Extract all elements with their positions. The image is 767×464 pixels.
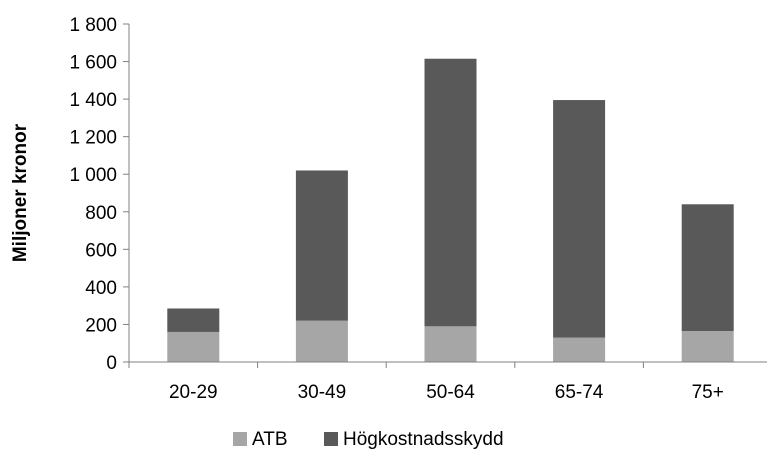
y-axis-title: Miljoner kronor [10, 123, 31, 262]
bar-atb [295, 320, 348, 362]
y-tick-label: 600 [85, 240, 117, 261]
bar-hogkostnadsskydd [553, 100, 606, 338]
bars [167, 58, 734, 362]
x-tick-label: 50-64 [426, 382, 475, 403]
legend-swatch [324, 432, 338, 446]
x-tick-label: 20-29 [169, 382, 218, 403]
y-tick-label: 1 200 [69, 128, 117, 149]
bar-atb [553, 337, 606, 362]
y-tick-label: 1 600 [69, 53, 117, 74]
y-axis-ticks: 0 200 400 600 800 1 000 1 200 1 400 1 600 1 800 [69, 15, 129, 374]
bar-hogkostnadsskydd [424, 58, 477, 327]
x-tick-label: 75+ [692, 382, 724, 403]
bar-hogkostnadsskydd [295, 170, 348, 321]
bar-atb [424, 326, 477, 362]
bar-hogkostnadsskydd [167, 308, 220, 332]
y-tick-label: 0 [106, 353, 117, 374]
bar-atb [167, 331, 220, 362]
legend-label: ATB [252, 429, 288, 450]
x-tick-label: 30-49 [298, 382, 347, 403]
y-tick-label: 800 [85, 203, 117, 224]
x-tick-label: 65-74 [555, 382, 604, 403]
y-tick-label: 400 [85, 278, 117, 299]
y-tick-label: 1 000 [69, 165, 117, 186]
bar-hogkostnadsskydd [681, 204, 734, 332]
y-tick-label: 1 800 [69, 15, 117, 36]
legend-label: Högkostnadsskydd [343, 429, 504, 450]
y-tick-label: 1 400 [69, 90, 117, 111]
y-tick-label: 200 [85, 315, 117, 336]
legend-swatch [233, 432, 247, 446]
legend: ATB Högkostnadsskydd [233, 429, 504, 450]
bar-atb [681, 331, 734, 362]
x-axis-ticks: 20-29 30-49 50-64 65-74 75+ [128, 362, 724, 403]
